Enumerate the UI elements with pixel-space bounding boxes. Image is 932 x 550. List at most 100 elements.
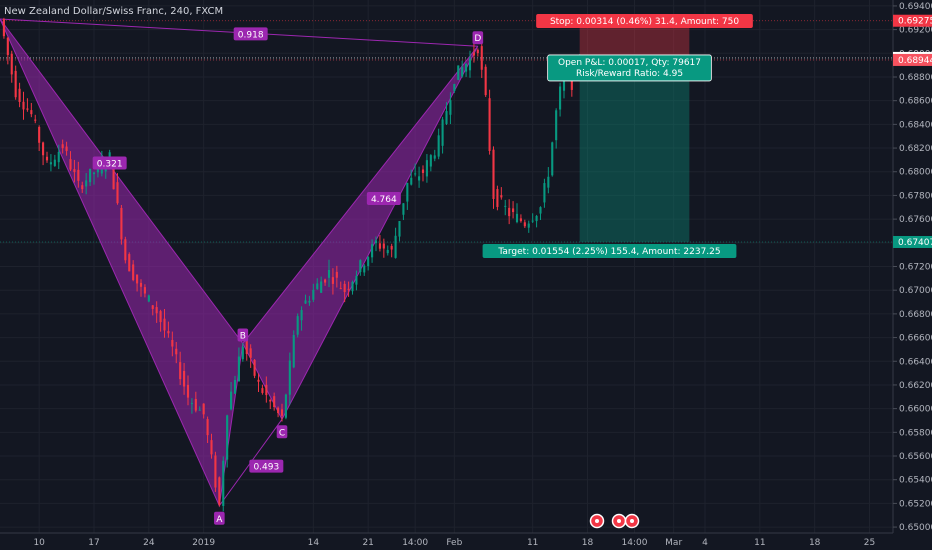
candle-body bbox=[363, 265, 366, 273]
candle-body bbox=[6, 37, 9, 55]
candle-body bbox=[143, 287, 146, 294]
x-tick-label: 17 bbox=[88, 538, 99, 548]
candle-body bbox=[296, 316, 299, 335]
price-axis-panel bbox=[893, 0, 932, 550]
candle-body bbox=[22, 101, 25, 110]
candle-body bbox=[355, 275, 358, 285]
candle-body bbox=[120, 207, 123, 240]
candle-body bbox=[183, 370, 186, 387]
candle-body bbox=[210, 440, 213, 455]
candle-body bbox=[171, 339, 174, 347]
candle-body bbox=[523, 222, 526, 227]
candle-body bbox=[437, 135, 440, 157]
candle-body bbox=[92, 172, 96, 175]
candle-body bbox=[347, 288, 350, 290]
candle-body bbox=[241, 346, 244, 360]
x-tick-label: 25 bbox=[864, 538, 875, 548]
stop-label: Stop: 0.00314 (0.46%) 31.4, Amount: 750 bbox=[550, 17, 739, 27]
price-line-badge bbox=[893, 14, 932, 27]
x-tick-label: 4 bbox=[702, 538, 708, 548]
candle-body bbox=[57, 151, 60, 163]
candle-body bbox=[371, 244, 374, 258]
candle-body bbox=[308, 300, 311, 303]
price-axis[interactable]: 0.694000.692000.690000.688000.686000.684… bbox=[892, 0, 932, 550]
candle-body bbox=[45, 156, 49, 161]
point-label-a-box bbox=[214, 511, 225, 525]
candle-body bbox=[53, 159, 56, 166]
rr-label: Risk/Reward Ratio: 4.95 bbox=[576, 69, 683, 79]
ratio-label: 4.764 bbox=[371, 195, 397, 205]
candle-body bbox=[214, 455, 217, 488]
candle-body bbox=[316, 283, 319, 289]
candle-body bbox=[468, 58, 472, 71]
candle-body bbox=[472, 52, 475, 56]
candle-body bbox=[445, 111, 448, 124]
candle-body bbox=[65, 146, 68, 151]
candle-body bbox=[367, 257, 370, 267]
candle-body bbox=[449, 100, 452, 115]
candle-body bbox=[535, 215, 538, 222]
candle-body bbox=[194, 398, 197, 411]
x-tick-label: 11 bbox=[754, 538, 765, 548]
ratio-label-box bbox=[366, 191, 401, 205]
target-label: Target: 0.01554 (2.25%) 155.4, Amount: 2… bbox=[497, 247, 720, 257]
candle-body bbox=[155, 307, 158, 314]
candle-body bbox=[73, 169, 76, 173]
candle-body bbox=[410, 177, 413, 185]
candle-body bbox=[312, 289, 315, 300]
trade-labels: Stop: 0.00314 (0.46%) 31.4, Amount: 750 O… bbox=[482, 14, 753, 258]
candle-body bbox=[343, 283, 346, 293]
candle-body bbox=[500, 195, 503, 198]
event-marker-dot bbox=[630, 519, 634, 523]
candle-body bbox=[38, 126, 41, 143]
candle-body bbox=[139, 282, 143, 287]
event-marker-dot bbox=[617, 519, 621, 523]
pattern-points: A B C D bbox=[214, 31, 484, 525]
stop-label-box bbox=[536, 14, 753, 28]
candle-body bbox=[18, 88, 21, 102]
time-axis[interactable]: 10 17 24 2019 14 21 14:00 Feb 11 18 14:00 Mar 4 11 18 2… bbox=[0, 532, 932, 550]
candle-body bbox=[512, 208, 515, 213]
event-markers[interactable] bbox=[589, 513, 640, 529]
candle-body bbox=[147, 295, 150, 302]
candle-body bbox=[543, 183, 546, 203]
candle-body bbox=[300, 310, 303, 321]
candle-body bbox=[116, 182, 119, 204]
ratio-label-box bbox=[233, 27, 268, 41]
pattern-ratios: 0.918 0.321 0.493 4.764 bbox=[92, 27, 401, 473]
candle-body bbox=[128, 254, 131, 272]
candle-body bbox=[539, 207, 542, 214]
candle-body bbox=[480, 46, 483, 70]
candle-body bbox=[136, 274, 139, 284]
candle-body bbox=[406, 182, 409, 202]
candle-body bbox=[331, 277, 334, 284]
candle-body bbox=[429, 155, 432, 167]
position-tool[interactable] bbox=[579, 20, 690, 242]
candle-body bbox=[280, 409, 284, 416]
candle-body bbox=[515, 213, 519, 223]
x-tick-label: 14:00 bbox=[622, 538, 648, 548]
price-line-label: 0.69275 bbox=[898, 17, 932, 27]
candle-body bbox=[85, 180, 88, 187]
target-zone[interactable] bbox=[579, 59, 690, 242]
x-tick-label: Feb bbox=[446, 538, 462, 548]
price-line-label: 0.67407 bbox=[898, 238, 932, 248]
point-label-c: C bbox=[279, 428, 285, 438]
pattern-triangle-xab[interactable] bbox=[0, 18, 244, 508]
candle-body bbox=[222, 460, 225, 506]
candle-body bbox=[421, 169, 425, 173]
candle-body bbox=[151, 305, 154, 309]
candle-body bbox=[81, 185, 84, 190]
pnl-label: Open P&L: 0.00017, Qty: 79617 bbox=[558, 58, 701, 68]
candle-body bbox=[320, 281, 323, 293]
x-tick-label: 11 bbox=[527, 538, 538, 548]
price-line-badge bbox=[893, 235, 932, 248]
candle-body bbox=[339, 288, 342, 290]
